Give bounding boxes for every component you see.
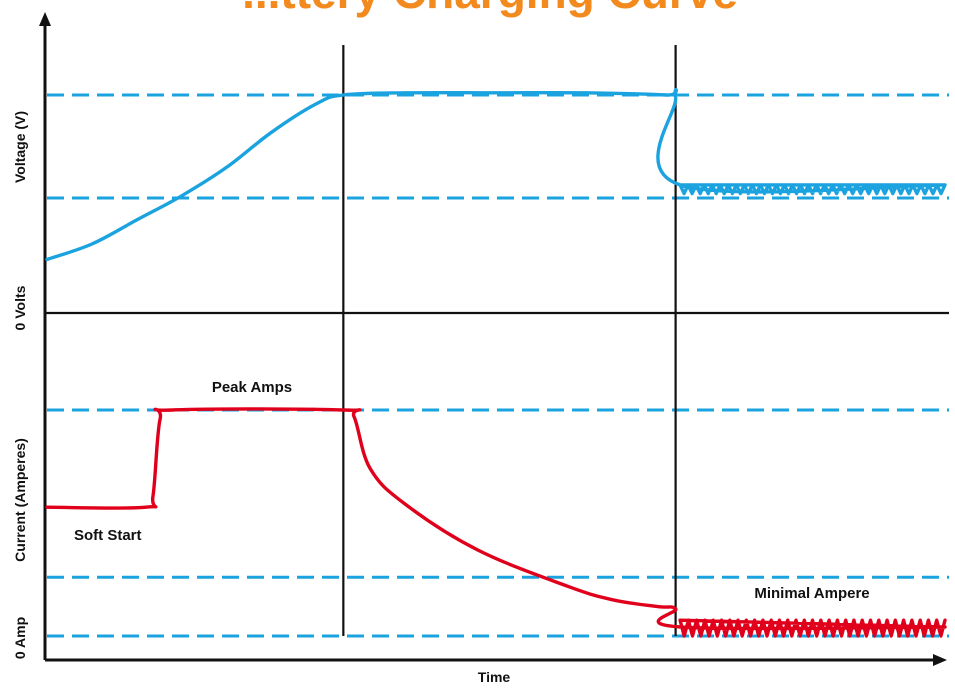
zero-amp-label: 0 Amp bbox=[12, 617, 28, 659]
voltage-curve bbox=[45, 87, 947, 262]
current-axis-label: Current (Amperes) bbox=[12, 438, 28, 562]
chart-title: ...ttery Charging Curve bbox=[242, 0, 738, 18]
series bbox=[45, 87, 947, 638]
current-curve bbox=[45, 407, 947, 638]
x-axis-label: Time bbox=[478, 669, 511, 685]
reference-lines bbox=[47, 93, 949, 638]
labels: Voltage (V) 0 Volts Current (Amperes) 0 Amp… bbox=[12, 111, 870, 685]
axes bbox=[39, 12, 949, 666]
voltage-axis-label: Voltage (V) bbox=[12, 111, 28, 183]
annotation-minimal-ampere: Minimal Ampere bbox=[754, 585, 869, 602]
x-axis-arrow bbox=[933, 654, 947, 666]
annotation-peak-amps: Peak Amps bbox=[212, 379, 292, 396]
y-axis-arrow bbox=[39, 12, 51, 26]
zero-volts-label: 0 Volts bbox=[12, 285, 28, 330]
annotation-soft-start: Soft Start bbox=[74, 527, 142, 544]
